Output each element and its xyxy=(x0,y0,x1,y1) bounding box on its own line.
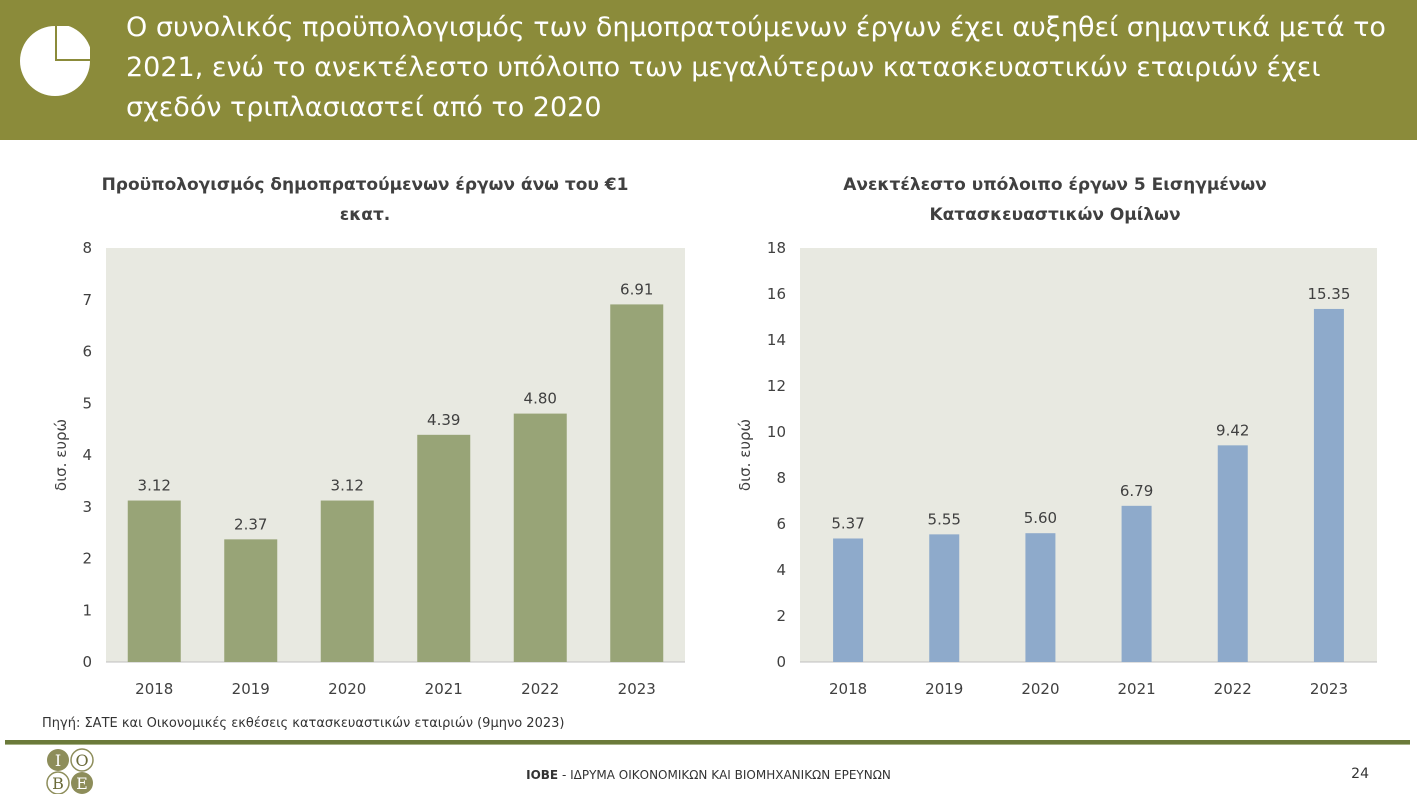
chart-1-x-tick-label: 2020 xyxy=(328,680,366,698)
chart-1-y-tick-label: 7 xyxy=(82,291,92,309)
chart-2-y-tick-label: 10 xyxy=(767,423,786,441)
chart-2-bar xyxy=(929,534,960,662)
chart-2-y-tick-label: 2 xyxy=(776,607,786,625)
chart-1-x-tick-label: 2018 xyxy=(135,680,173,698)
chart-2-x-tick-label: 2020 xyxy=(1021,680,1059,698)
chart-2-x-tick-label: 2023 xyxy=(1310,680,1348,698)
chart-2-data-label: 6.79 xyxy=(1120,482,1153,500)
chart-2-bar xyxy=(833,538,864,662)
chart-2-y-tick-label: 0 xyxy=(776,653,786,671)
chart-1-x-tick-label: 2021 xyxy=(425,680,463,698)
chart-2-data-label: 15.35 xyxy=(1307,285,1350,303)
chart-2-y-tick-label: 12 xyxy=(767,377,786,395)
chart-1-budget: 0 1 2 3 4 5 6 7 8 δισ. ευρώ 3.12 2018 2.37 2019 3.12 20… xyxy=(52,239,685,698)
chart-2-y-tick-label: 14 xyxy=(767,331,786,349)
chart-1-bar xyxy=(417,434,471,662)
chart-1-bar xyxy=(610,304,664,662)
chart-1-y-tick-label: 0 xyxy=(82,653,92,671)
chart-1-plot-area xyxy=(106,248,685,662)
chart-1-data-label: 6.91 xyxy=(620,280,653,298)
svg-text:Ι: Ι xyxy=(55,751,61,770)
chart-2-data-label: 5.55 xyxy=(928,510,961,528)
chart-2-data-label: 5.60 xyxy=(1024,509,1057,527)
chart-1-y-axis-label: δισ. ευρώ xyxy=(52,419,70,491)
chart-2-x-tick-label: 2018 xyxy=(829,680,867,698)
footer-org: ΙΟΒΕ - ΙΔΡΥΜΑ ΟΙΚΟΝΟΜΙΚΩΝ ΚΑΙ ΒΙΟΜΗΧΑΝΙΚ… xyxy=(0,768,1417,782)
source-note: Πηγή: ΣΑΤΕ και Οικονομικές εκθέσεις κατα… xyxy=(42,716,565,731)
svg-text:Β: Β xyxy=(52,774,64,793)
chart-2-bar xyxy=(1025,533,1056,662)
chart-1-y-tick-label: 3 xyxy=(82,498,92,516)
chart-2-y-tick-label: 4 xyxy=(776,561,786,579)
chart-1-x-tick-label: 2023 xyxy=(618,680,656,698)
chart-2-bar xyxy=(1121,505,1152,662)
chart-1-y-tick-label: 5 xyxy=(82,394,92,412)
chart-2-bar xyxy=(1217,445,1248,662)
chart-1-bar xyxy=(127,500,181,662)
svg-text:Ε: Ε xyxy=(76,774,88,793)
chart-1-bar xyxy=(224,539,278,662)
header-banner: Ο συνολικός προϋπολογισμός των δημοπρατο… xyxy=(0,0,1417,140)
chart-1-y-tick-label: 2 xyxy=(82,550,92,568)
chart-2-x-tick-label: 2021 xyxy=(1117,680,1155,698)
chart-2-x-tick-label: 2019 xyxy=(925,680,963,698)
chart-1-data-label: 3.12 xyxy=(331,477,364,495)
chart-1-data-label: 3.12 xyxy=(138,477,171,495)
chart-1-x-tick-label: 2019 xyxy=(232,680,270,698)
pie-chart-icon xyxy=(20,26,90,96)
chart-1-data-label: 4.80 xyxy=(524,390,557,408)
svg-text:Ο: Ο xyxy=(75,751,88,770)
chart-1-y-tick-label: 1 xyxy=(82,601,92,619)
chart-2-data-label: 5.37 xyxy=(831,514,864,532)
footer-divider xyxy=(5,740,1410,744)
chart-1-y-tick-label: 8 xyxy=(82,239,92,257)
chart-2-x-tick-label: 2022 xyxy=(1214,680,1252,698)
chart-2-y-tick-label: 16 xyxy=(767,285,786,303)
chart-1-x-tick-label: 2022 xyxy=(521,680,559,698)
chart-2-y-axis-label: δισ. ευρώ xyxy=(736,419,754,491)
chart-1-y-tick-label: 4 xyxy=(82,446,92,464)
chart-2-backlog: 0 2 4 6 8 10 12 14 16 18 δισ. ευρώ 5.37 2018 5.55 2019… xyxy=(736,239,1377,698)
page-number: 24 xyxy=(1351,766,1369,782)
chart-1-data-label: 4.39 xyxy=(427,411,460,429)
chart-1-y-tick-label: 6 xyxy=(82,343,92,361)
chart-2-y-tick-label: 6 xyxy=(776,515,786,533)
chart-2-plot-area xyxy=(800,248,1377,662)
chart-1-title: Προϋπολογισμός δημοπρατούμενων έργων άνω… xyxy=(101,175,629,225)
footer-divider-thin xyxy=(5,744,1410,745)
chart-1-data-label: 2.37 xyxy=(234,515,267,533)
chart-2-title: Ανεκτέλεστο υπόλοιπο έργων 5 Εισηγμένων … xyxy=(843,175,1267,225)
chart-1-bar xyxy=(513,413,567,662)
footer-org-abbr: ΙΟΒΕ xyxy=(526,768,559,782)
chart-1-bar xyxy=(320,500,374,662)
chart-2-y-tick-label: 8 xyxy=(776,469,786,487)
chart-2-data-label: 9.42 xyxy=(1216,421,1249,439)
footer-org-name: - ΙΔΡΥΜΑ ΟΙΚΟΝΟΜΙΚΩΝ ΚΑΙ ΒΙΟΜΗΧΑΝΙΚΩΝ ΕΡ… xyxy=(558,768,891,782)
page-title: Ο συνολικός προϋπολογισμός των δημοπρατο… xyxy=(126,12,1386,123)
chart-2-y-tick-label: 18 xyxy=(767,239,786,257)
chart-2-bar xyxy=(1313,308,1344,662)
iobe-logo: Ι Ο Β Ε xyxy=(46,748,94,794)
